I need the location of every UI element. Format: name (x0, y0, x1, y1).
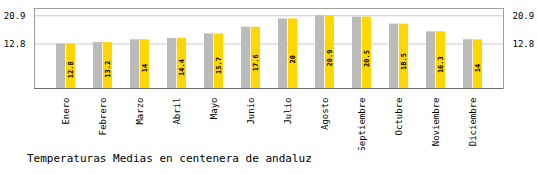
svg-text:Agosto: Agosto (320, 98, 330, 131)
svg-text:14: 14 (474, 64, 482, 72)
svg-text:13.2: 13.2 (104, 61, 112, 78)
svg-text:16.3: 16.3 (437, 56, 445, 73)
svg-text:20: 20 (289, 55, 297, 63)
svg-text:12.8: 12.8 (4, 39, 26, 49)
svg-text:18.5: 18.5 (400, 53, 408, 70)
svg-text:20.9: 20.9 (326, 50, 334, 67)
svg-text:12.8: 12.8 (67, 61, 75, 78)
svg-text:Mayo: Mayo (209, 98, 219, 120)
svg-text:14.4: 14.4 (178, 59, 186, 76)
svg-text:15.7: 15.7 (215, 57, 223, 74)
svg-text:Abril: Abril (172, 98, 182, 125)
svg-text:Enero: Enero (61, 98, 71, 125)
svg-text:Diciembre: Diciembre (468, 98, 478, 147)
svg-text:17.6: 17.6 (252, 54, 260, 71)
svg-text:12.8: 12.8 (513, 39, 535, 49)
svg-text:Julio: Julio (283, 98, 293, 125)
svg-text:14: 14 (141, 64, 149, 72)
svg-text:Octubre: Octubre (394, 98, 404, 136)
svg-text:Noviembre: Noviembre (431, 98, 441, 147)
svg-text:Septiembre: Septiembre (357, 98, 367, 151)
html-text:Temperaturas Medias en centene: Temperaturas Medias en centenera de anda… (27, 152, 312, 165)
svg-text:20.9: 20.9 (513, 11, 535, 21)
svg-text:20.9: 20.9 (4, 11, 26, 21)
svg-text:Marzo: Marzo (135, 98, 145, 125)
svg-text:Junio: Junio (246, 98, 256, 125)
svg-text:Febrero: Febrero (98, 98, 108, 136)
svg-text:20.5: 20.5 (363, 50, 371, 67)
